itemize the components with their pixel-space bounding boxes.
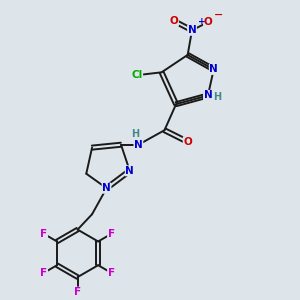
Text: N: N [209,64,218,74]
Text: O: O [204,17,212,27]
Text: F: F [108,229,115,239]
Text: N: N [125,166,134,176]
Text: F: F [40,268,47,278]
Text: H: H [131,129,140,139]
Text: O: O [170,16,178,26]
Text: Cl: Cl [131,70,142,80]
Text: H: H [213,92,221,102]
Text: F: F [108,268,115,278]
Text: F: F [74,287,81,297]
Text: N: N [204,91,212,100]
Text: +: + [198,17,206,26]
Text: F: F [40,229,47,239]
Text: O: O [183,137,192,147]
Text: −: − [214,10,224,20]
Text: N: N [188,25,196,35]
Text: N: N [134,140,143,150]
Text: N: N [102,183,111,193]
